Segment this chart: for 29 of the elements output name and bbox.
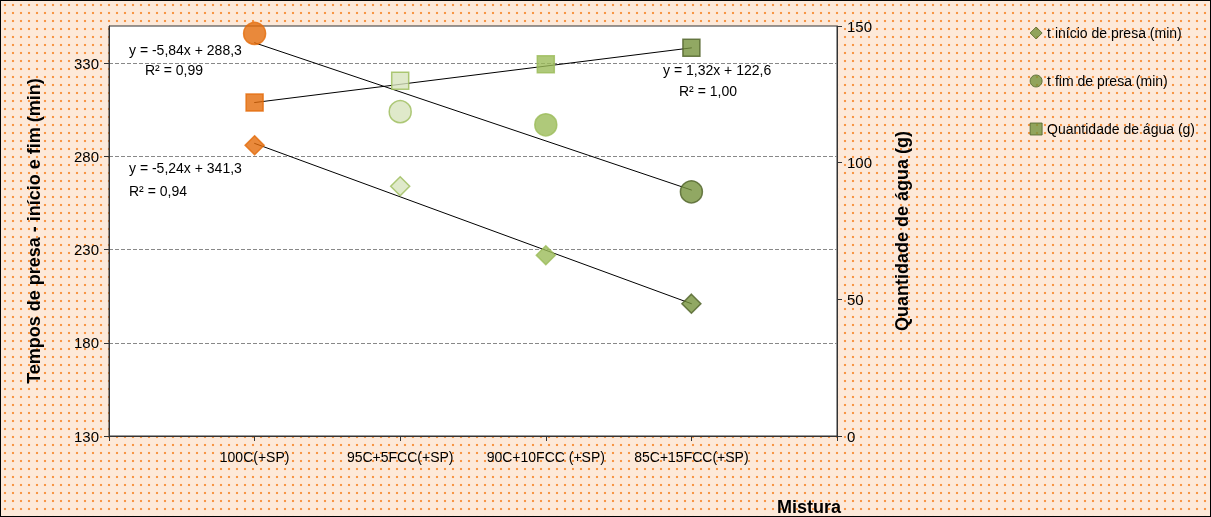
annotation: R² = 1,00 (679, 83, 738, 99)
annotation: y = 1,32x + 122,6 (663, 62, 772, 78)
point (536, 55, 556, 74)
point (245, 93, 264, 112)
y-tick-label: 330 (73, 54, 99, 72)
x-tick-label: 85C+15FCC(+SP) (634, 449, 749, 465)
y-axis-title: Tempos de presa - início e fim (min) (24, 78, 44, 384)
x-axis-title: Mistura (777, 497, 842, 517)
y2-tick-label: 50 (847, 290, 864, 308)
legend-label: t início de presa (min) (1047, 25, 1182, 41)
y2-tick-label: 150 (847, 17, 873, 35)
annotation: y = -5,24x + 341,3 (129, 160, 243, 176)
y-tick-label: 130 (73, 427, 99, 445)
annotation: R² = 0,99 (145, 62, 204, 78)
y2-tick-label: 0 (847, 427, 856, 445)
point (390, 71, 410, 90)
y2-tick-label: 100 (847, 154, 873, 172)
y-tick-label: 280 (73, 147, 99, 165)
legend-label: t fim de presa (min) (1047, 73, 1168, 89)
y-tick-label: 230 (73, 241, 99, 259)
x-tick-label: 100C(+SP) (219, 449, 290, 465)
annotation: y = -5,84x + 288,3 (129, 42, 243, 58)
y-tick-label: 180 (73, 334, 99, 352)
annotation: R² = 0,94 (129, 183, 188, 199)
legend-label: Quantidade de água (g) (1047, 121, 1195, 137)
point (682, 38, 701, 58)
y2-axis-title: Quantidade de água (g) (892, 130, 912, 332)
x-tick-label: 95C+5FCC(+SP) (346, 449, 454, 465)
x-tick-label: 90C+10FCC (+SP) (486, 449, 605, 465)
